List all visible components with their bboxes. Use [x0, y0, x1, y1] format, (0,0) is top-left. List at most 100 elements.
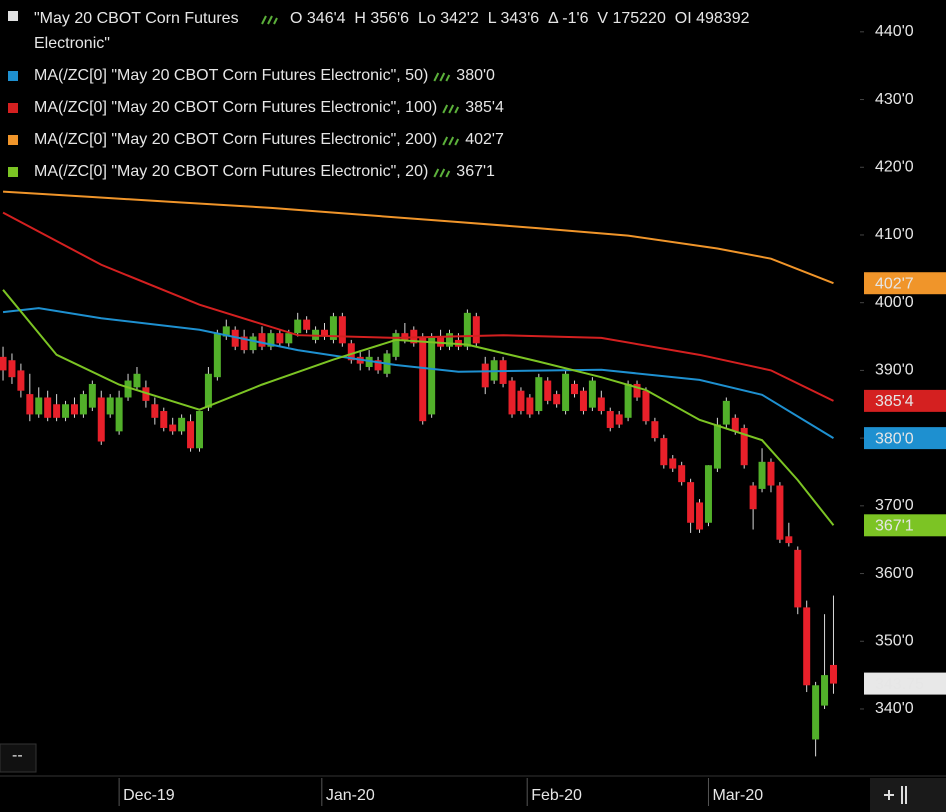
candle-body: [517, 390, 525, 412]
x-tick-label: Mar-20: [712, 787, 763, 804]
candle-body: [338, 316, 346, 344]
candle-body: [160, 411, 168, 428]
candle-body: [88, 383, 96, 408]
candle-body: [767, 461, 775, 486]
candle-body: [285, 333, 293, 344]
price-tag: [864, 514, 946, 537]
study-icon: [261, 15, 278, 25]
legend-value: 380'0: [456, 67, 495, 84]
candle-body: [588, 380, 596, 408]
legend-name: MA(/ZC[0] "May 20 CBOT Corn Futures Elec…: [34, 131, 437, 148]
candle-body: [597, 397, 605, 412]
candle-body: [776, 485, 784, 540]
legend-swatch: [8, 11, 18, 21]
candle-body: [508, 380, 516, 415]
candle-body: [26, 394, 34, 415]
study-icon: [442, 136, 460, 146]
candle-body: [794, 549, 802, 608]
candle-body: [151, 404, 159, 418]
candle-body: [169, 424, 177, 432]
candle-body: [0, 356, 7, 371]
candle-body: [812, 685, 820, 740]
candle-body: [821, 675, 829, 706]
candle-body: [133, 373, 141, 388]
candle-body: [624, 383, 632, 418]
candle-body: [669, 458, 677, 469]
legend-name: MA(/ZC[0] "May 20 CBOT Corn Futures Elec…: [34, 99, 437, 116]
candle-body: [615, 414, 623, 425]
candle-body: [829, 664, 837, 684]
legend-value: 385'4: [465, 99, 504, 116]
candle-body: [606, 411, 614, 428]
legend-value: 402'7: [465, 131, 504, 148]
candle-body: [803, 607, 811, 686]
candle-body: [70, 404, 78, 415]
candle-body: [633, 383, 641, 398]
candle-body: [62, 404, 70, 418]
candle-body: [722, 400, 730, 425]
y-tick-label: 430'0: [875, 91, 914, 108]
legend-swatch: [8, 135, 18, 145]
candle-body: [785, 536, 793, 544]
candle-body: [696, 502, 704, 530]
y-tick-label: 410'0: [875, 226, 914, 243]
candle-body: [178, 417, 186, 432]
zoom-button[interactable]: [870, 778, 946, 812]
candle-body: [204, 373, 212, 408]
candle-body: [365, 356, 373, 368]
y-tick-label: 370'0: [875, 497, 914, 514]
candle-body: [320, 329, 328, 337]
y-tick-label: 400'0: [875, 294, 914, 311]
candle-body: [392, 333, 400, 357]
collapse-button[interactable]: [0, 743, 37, 773]
candle-body: [222, 326, 230, 337]
y-tick-label: 420'0: [875, 158, 914, 175]
candle-body: [749, 485, 757, 510]
ma-line: [2, 307, 834, 439]
candle-body: [195, 411, 203, 449]
candle-body: [731, 417, 739, 432]
candle-body: [678, 465, 686, 483]
legend-value: 367'1: [456, 163, 495, 180]
candle-body: [187, 421, 195, 449]
last-price-label: 343.75: [875, 676, 924, 693]
x-tick-label: Dec-19: [123, 787, 175, 804]
candle-body: [35, 397, 43, 415]
legend-swatch: [8, 167, 18, 177]
candle-body: [374, 360, 382, 371]
candle-body: [329, 316, 337, 340]
study-icon: [442, 104, 460, 114]
legend-swatch: [8, 103, 18, 113]
candle-body: [704, 465, 712, 523]
candle-body: [142, 387, 150, 401]
candle-body: [562, 373, 570, 412]
candle-body: [553, 394, 561, 405]
study-icon: [433, 168, 451, 178]
candle-body: [437, 336, 445, 347]
candle-body: [758, 461, 766, 489]
candle-body: [124, 380, 132, 398]
candle-body: [687, 482, 695, 523]
last-price-tag: [864, 672, 946, 695]
zoom-icon: [884, 786, 907, 804]
candle-body: [463, 312, 471, 347]
candle-body: [240, 336, 248, 351]
study-icon: [433, 72, 451, 82]
candle-body: [660, 438, 668, 466]
price-tag: [864, 272, 946, 295]
candle-body: [267, 333, 275, 347]
collapse-label: --: [12, 747, 23, 764]
candle-body: [276, 333, 284, 344]
y-tick-label: 390'0: [875, 362, 914, 379]
candle-body: [446, 333, 454, 347]
candle-body: [419, 336, 427, 422]
candle-body: [17, 370, 25, 391]
candle-body: [579, 390, 587, 412]
symbol-name-cont: Electronic": [34, 35, 110, 52]
ma-line: [2, 211, 834, 402]
price-tag: [864, 427, 946, 450]
y-tick-label: 360'0: [875, 565, 914, 582]
candle-body: [44, 397, 52, 418]
